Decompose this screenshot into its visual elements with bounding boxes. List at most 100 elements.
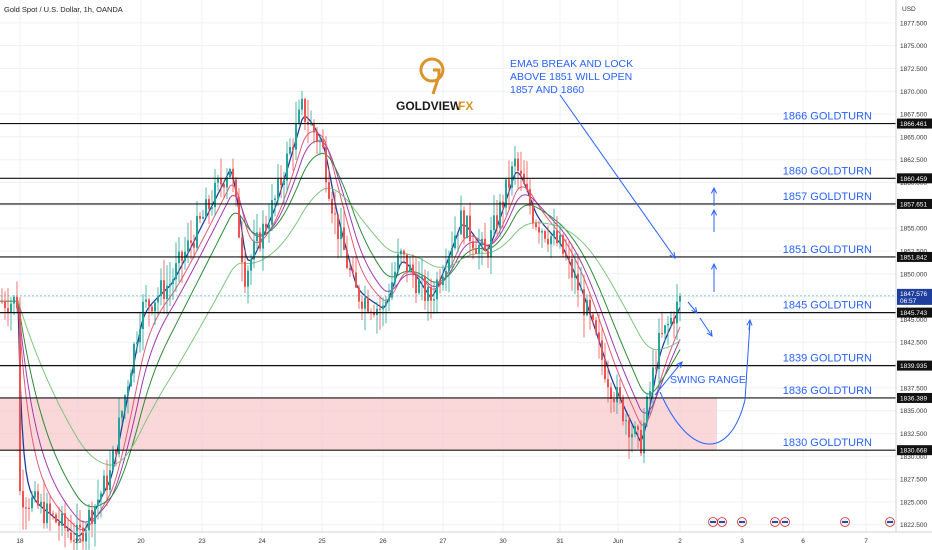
y-tick-label: 1877.500 <box>900 20 927 27</box>
y-tick-label: 1875.000 <box>900 43 927 50</box>
candle-body <box>361 301 363 309</box>
x-tick-label: 30 <box>499 538 507 545</box>
candle-body <box>622 397 624 422</box>
candle-body <box>541 231 543 233</box>
candle-body <box>265 223 267 229</box>
candle-body <box>499 201 501 228</box>
price-tag-text: 1845.743 <box>900 310 927 317</box>
candle-body <box>172 279 174 285</box>
candle-body <box>469 215 471 242</box>
y-tick-label: 1850.000 <box>900 271 927 278</box>
candle-body <box>40 501 42 506</box>
candle-body <box>373 312 375 315</box>
candle-body <box>163 280 165 299</box>
candle-body <box>505 179 507 208</box>
candle-body <box>403 250 405 255</box>
price-tag-text: 1839.935 <box>900 363 927 370</box>
candle-body <box>574 273 576 278</box>
candle-body <box>175 263 177 280</box>
x-tick-label: 31 <box>556 538 564 545</box>
candle-body <box>634 426 636 435</box>
candle-body <box>316 132 318 143</box>
candle-body <box>112 449 114 471</box>
candle-body <box>226 177 228 188</box>
down-arrow-1 <box>687 301 698 314</box>
candle-body <box>478 245 480 254</box>
candle-body <box>217 178 219 183</box>
candle-body <box>52 513 54 515</box>
candle-body <box>454 235 456 249</box>
candle-body <box>568 256 570 260</box>
candle-body <box>364 297 366 309</box>
candle-body <box>550 236 552 245</box>
candle-body <box>481 238 483 246</box>
candle-body <box>367 297 369 312</box>
candle-body <box>652 367 654 392</box>
x-tick-label: 20 <box>137 538 145 545</box>
candle-body <box>94 506 96 524</box>
y-tick-label: 1822.500 <box>900 522 927 529</box>
candle-body <box>586 300 588 316</box>
swing-range-arrow-head <box>676 361 683 368</box>
candle-body <box>670 317 672 324</box>
candle-body <box>346 249 348 269</box>
flag-stripe-icon <box>772 521 778 523</box>
candle-body <box>475 248 477 254</box>
price-tag-bg <box>897 360 932 371</box>
candle-body <box>169 284 171 286</box>
currency-label: USD <box>902 6 916 13</box>
ema5-annotation: EMA5 BREAK AND LOCK ABOVE 1851 WILL OPEN… <box>510 58 633 96</box>
x-axis-ticks[interactable]: 18 19 20 23 24 25 26 27 30 31 Jun 2 3 6 7 <box>16 538 868 545</box>
price-tag-text: 1836.389 <box>900 395 927 402</box>
candle-body <box>241 237 243 263</box>
candle-body <box>46 503 48 524</box>
x-tick-label: 27 <box>439 538 447 545</box>
swing-arrow-head-head <box>746 318 753 326</box>
countdown-text: 06:57 <box>900 298 917 305</box>
candle-body <box>376 308 378 315</box>
candle-body <box>484 238 486 251</box>
candle-body <box>253 241 255 260</box>
candle-body <box>118 417 120 455</box>
price-tag-bg <box>897 392 932 403</box>
candle-body <box>547 238 549 245</box>
candle-body <box>649 391 651 397</box>
level-label: 1836 GOLDTURN <box>783 385 872 397</box>
price-tag-bg <box>897 307 932 318</box>
candle-body <box>124 395 126 412</box>
candle-body <box>391 282 393 298</box>
price-tag-bg <box>897 118 932 129</box>
candle-body <box>562 235 564 254</box>
candle-body <box>493 215 495 231</box>
flag-stripe-icon <box>739 521 745 523</box>
y-tick-label: 1835.000 <box>900 408 927 415</box>
candle-body <box>283 180 285 185</box>
price-axis[interactable] <box>896 0 932 550</box>
candle-body <box>532 206 534 224</box>
candle-body <box>415 275 417 294</box>
candle-body <box>43 501 45 524</box>
flag-stripe-icon <box>719 521 725 523</box>
candle-body <box>262 223 264 249</box>
candle-body <box>442 276 444 285</box>
candle-body <box>556 230 558 244</box>
candle-body <box>463 210 465 239</box>
level-label: 1839 GOLDTURN <box>783 353 872 365</box>
candle-body <box>529 189 531 207</box>
candle-body <box>88 509 90 531</box>
candle-body <box>631 434 633 438</box>
candle-body <box>661 332 663 334</box>
candle-body <box>604 359 606 380</box>
level-label: 1830 GOLDTURN <box>783 437 872 449</box>
candle-body <box>406 254 408 273</box>
candle-body <box>49 503 51 514</box>
candle-body <box>601 340 603 360</box>
logo-text-main: GOLDVIEW <box>396 99 462 113</box>
price-tag-text: 1857.651 <box>900 201 927 208</box>
candle-body <box>154 302 156 312</box>
candle-body <box>70 531 72 541</box>
candle-body <box>646 396 648 423</box>
candle-body <box>28 507 30 509</box>
